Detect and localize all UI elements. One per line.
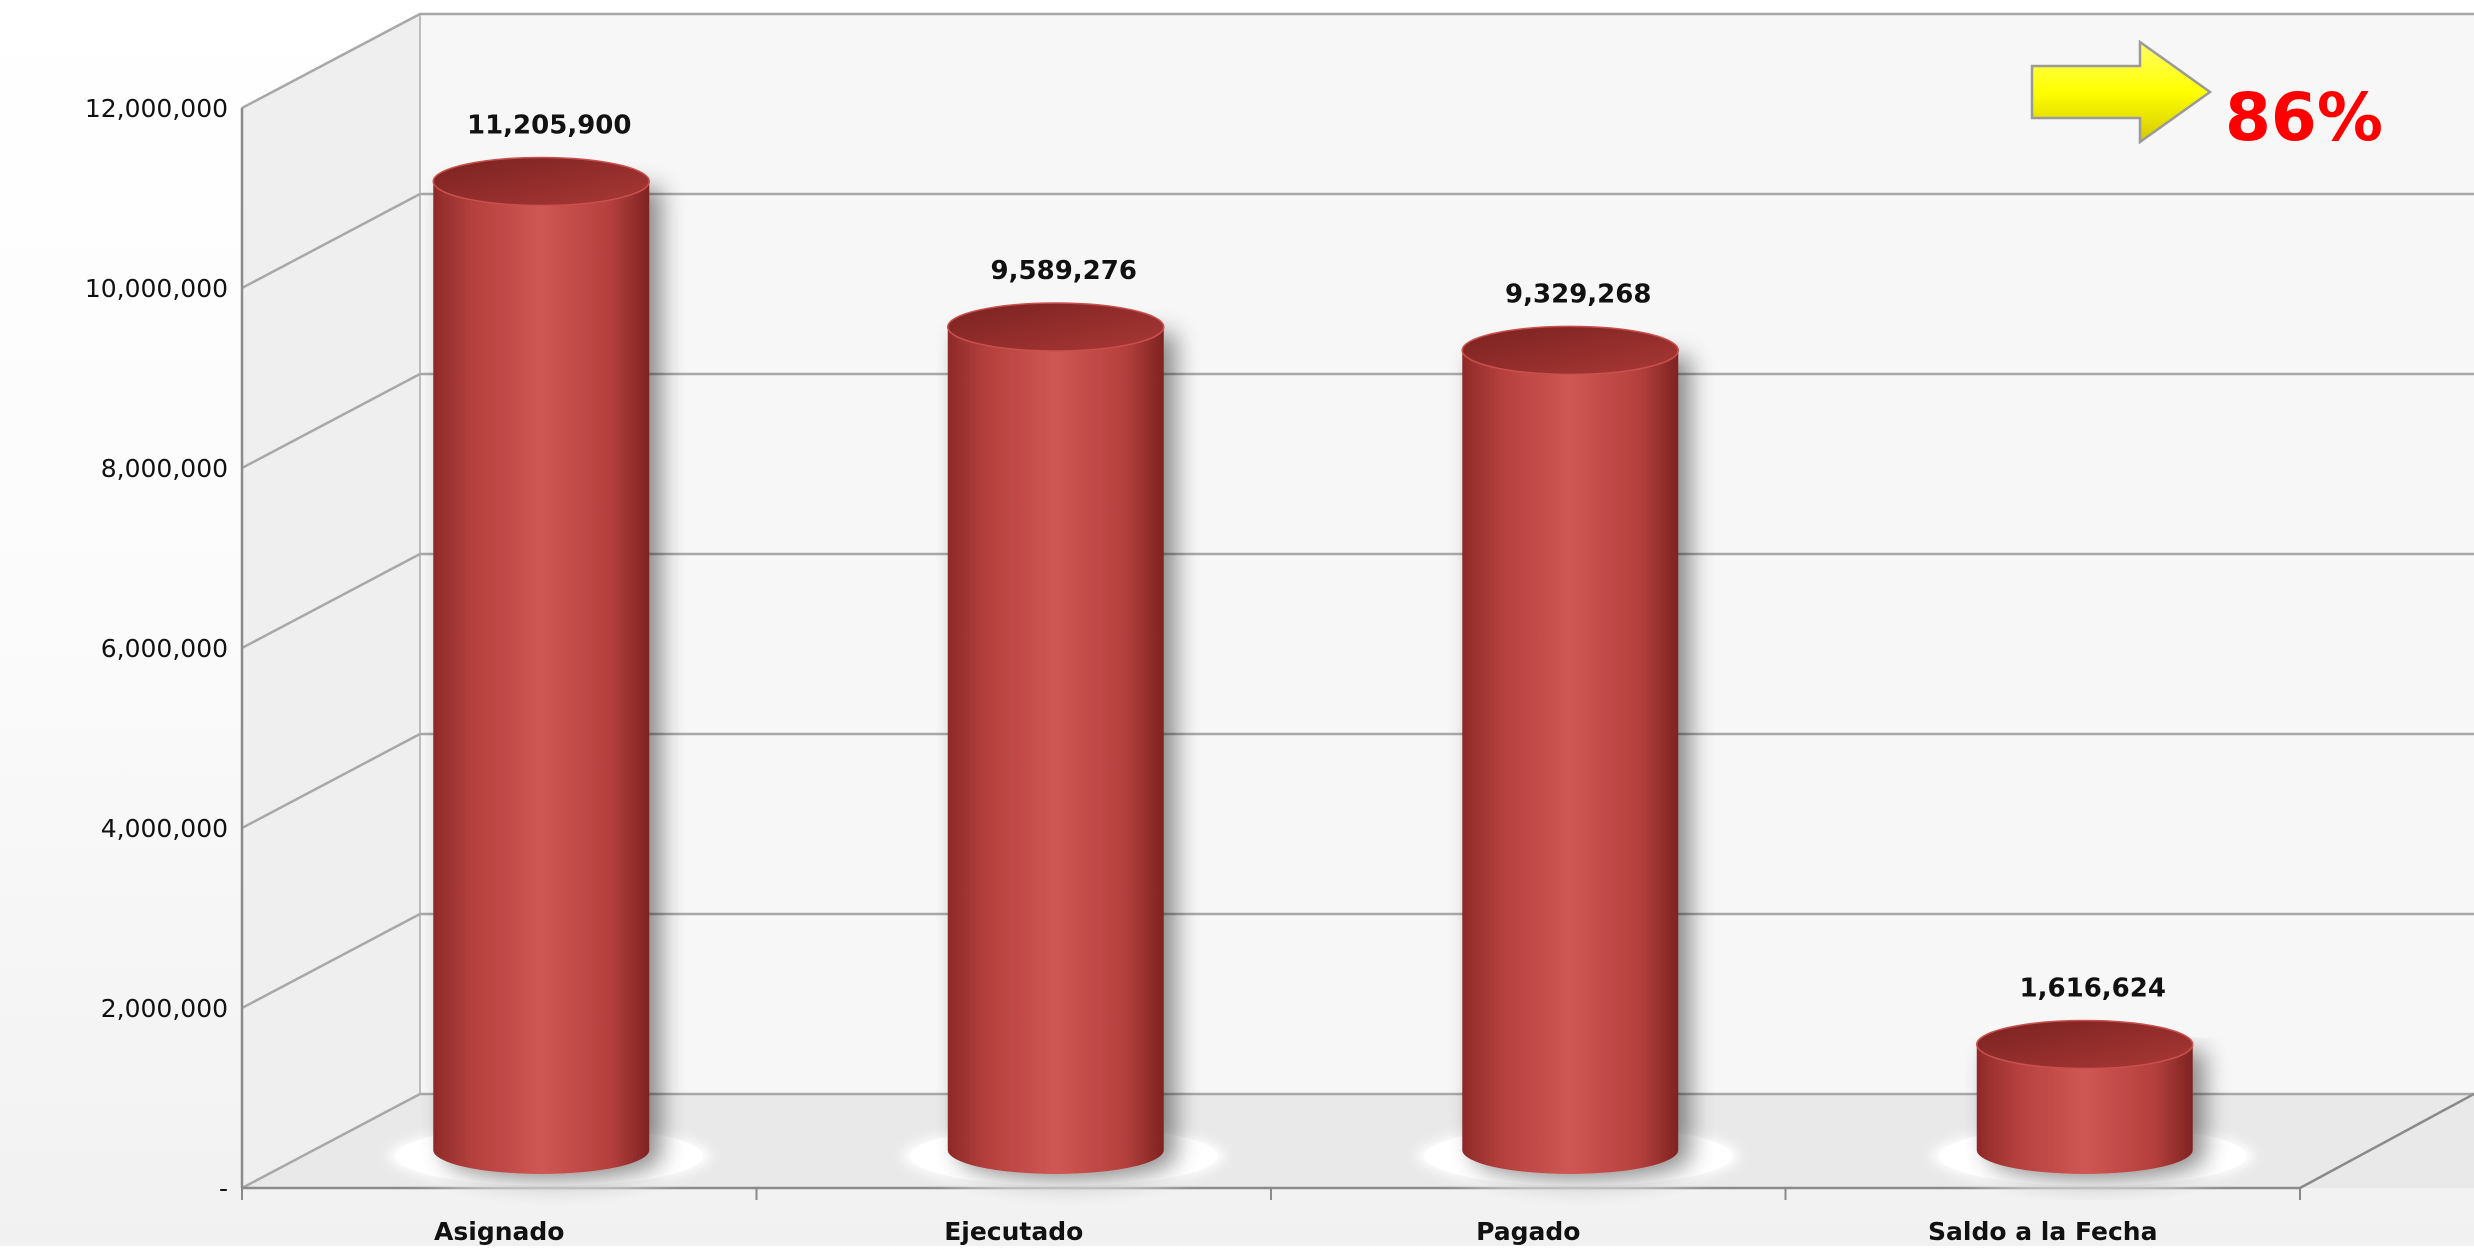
bars [384,156,2258,1191]
gridline-side [241,552,421,650]
y-tick-label: 8,000,000 [101,454,228,483]
floor [242,1094,2474,1188]
percent-label: 86% [2225,79,2383,156]
bar-value-label: 9,329,268 [1505,279,1651,309]
value-labels: 11,205,900 9,589,276 9,329,268 1,616,624 [467,110,2166,1003]
percent-annotation: 86% [2030,39,2383,156]
y-tick-label: 2,000,000 [101,994,228,1023]
bar-top-cap [1461,325,1679,376]
bar-body [947,326,1164,1174]
x-category-label: Pagado [1476,1217,1580,1246]
bar-body [1976,1044,2193,1174]
gridline-side [241,12,421,110]
y-axis-tick-labels: - 2,000,000 4,000,000 6,000,000 8,000,000 10,… [85,94,228,1203]
y-tick-label: 10,000,000 [85,274,228,303]
x-category-label: Ejecutado [944,1217,1083,1246]
category-labels: Asignado Ejecutado Pagado Saldo a la Fecha [434,1217,2157,1246]
bar-top-cap [432,156,650,207]
y-tick-label: 12,000,000 [85,94,228,123]
bar [898,302,1229,1191]
bar-value-label: 11,205,900 [467,110,631,140]
gridline-side [241,912,421,1010]
bar [384,156,715,1191]
y-tick-label: 4,000,000 [101,814,228,843]
bar-top-cap [947,302,1165,352]
gridline-side [241,192,421,290]
gridlines [240,12,2474,1200]
x-category-label: Saldo a la Fecha [1928,1217,2157,1246]
bar-body [433,181,650,1174]
x-category-label: Asignado [434,1217,564,1246]
y-tick-label: 6,000,000 [101,634,228,663]
bar-body [1462,350,1679,1175]
gridline-side [241,372,421,470]
floor-edge [2299,1092,2474,1190]
gridline-side [241,732,421,830]
bar [1413,325,1744,1191]
bar-value-label: 1,616,624 [2020,974,2166,1004]
bar-value-label: 9,589,276 [991,256,1137,286]
bar-top-cap [1976,1019,2194,1070]
right-arrow-icon [2030,39,2213,145]
bar [1927,1019,2258,1191]
gridline-side [241,1092,421,1190]
y-tick-label: - [219,1174,228,1203]
